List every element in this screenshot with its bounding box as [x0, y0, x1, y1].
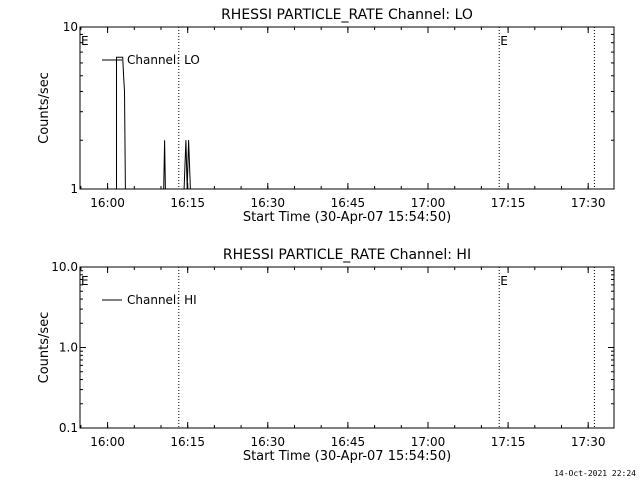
y-tick-label: 1	[70, 182, 78, 196]
series-line	[116, 56, 191, 190]
chart-title: RHESSI PARTICLE_RATE Channel: LO	[221, 7, 473, 23]
plot-frame	[79, 26, 615, 190]
x-tick-label: 16:00	[90, 196, 125, 210]
chart-title: RHESSI PARTICLE_RATE Channel: HI	[223, 247, 471, 263]
legend-label: Channel: HI	[127, 293, 197, 307]
x-tick-label: 16:30	[250, 435, 285, 449]
x-tick-label: 17:30	[571, 435, 606, 449]
x-axis-label: Start Time (30-Apr-07 15:54:50)	[243, 449, 451, 464]
x-tick-label: 16:15	[170, 435, 205, 449]
event-marker-label: E	[81, 34, 89, 48]
event-marker-label: E	[500, 34, 508, 48]
x-tick-label: 16:30	[250, 196, 285, 210]
x-tick-label: 17:00	[411, 196, 446, 210]
footer-timestamp: 14-Oct-2021 22:24	[554, 469, 636, 478]
y-axis-label: Counts/sec	[37, 72, 52, 144]
y-tick-label: 10.0	[51, 260, 78, 274]
plot-frame	[79, 266, 615, 429]
x-tick-label: 16:15	[170, 196, 205, 210]
x-tick-label: 17:30	[571, 196, 606, 210]
x-tick-label: 17:15	[491, 196, 526, 210]
x-tick-label: 16:45	[331, 196, 366, 210]
y-tick-label: 1.0	[59, 341, 78, 355]
event-marker-label: E	[500, 274, 508, 288]
y-tick-label: 0.1	[59, 421, 78, 435]
event-marker-label: E	[81, 274, 89, 288]
y-axis-label: Counts/sec	[37, 312, 52, 384]
x-axis-label: Start Time (30-Apr-07 15:54:50)	[243, 210, 451, 225]
x-tick-label: 16:00	[90, 435, 125, 449]
x-tick-label: 16:45	[331, 435, 366, 449]
y-tick-label: 10	[63, 20, 78, 34]
x-tick-label: 17:15	[491, 435, 526, 449]
legend-label: Channel: LO	[127, 53, 200, 67]
x-tick-label: 17:00	[411, 435, 446, 449]
